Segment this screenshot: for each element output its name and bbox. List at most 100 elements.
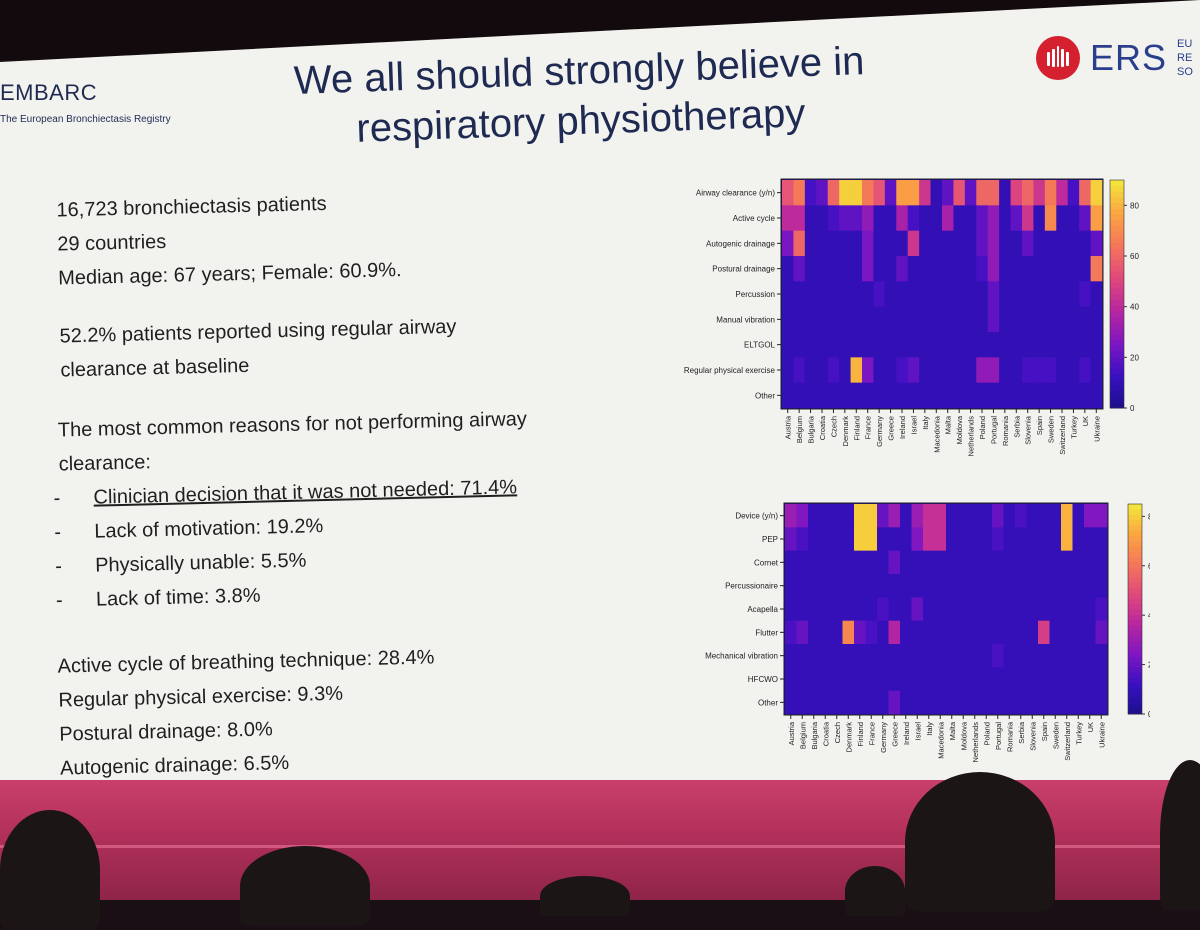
row-label: Percussion: [735, 290, 775, 299]
heatmap-cell: [831, 620, 843, 645]
heatmap-cell: [1026, 504, 1039, 528]
heatmap-cell: [1084, 667, 1096, 691]
heatmap-cell: [865, 667, 878, 691]
heatmap-cell: [839, 230, 851, 257]
colorbar-segment: [1110, 328, 1124, 335]
colorbar-segment: [1128, 672, 1142, 678]
heatmap-cell: [964, 306, 977, 333]
heatmap-cell: [942, 332, 954, 358]
heatmap-cell: [964, 382, 977, 409]
heatmap-cell: [1049, 667, 1062, 691]
heatmap-cell: [896, 256, 909, 282]
heatmap-cell: [850, 205, 863, 231]
column-label: Finland: [856, 722, 865, 747]
heatmap-cell: [804, 357, 817, 383]
heatmap-cell: [930, 306, 943, 333]
embarc-logo-name: EMBARC: [0, 80, 98, 105]
heatmap-cell: [782, 256, 794, 282]
column-label: Israel: [909, 416, 918, 435]
colorbar-tick-label: 40: [1148, 611, 1150, 620]
heatmap-cell: [1090, 256, 1103, 282]
heatmap-cell: [942, 205, 954, 231]
heatmap-cell: [1044, 332, 1057, 358]
heatmap-cell: [896, 357, 909, 383]
heatmap-cell: [1003, 690, 1016, 715]
heatmap-cell: [819, 527, 832, 551]
heatmap-cell: [831, 550, 843, 575]
heatmap-cell: [942, 306, 954, 333]
heatmap-cell: [796, 574, 809, 598]
heatmap-cell: [888, 690, 901, 715]
heatmap-cell: [999, 332, 1011, 358]
column-label: Denmark: [844, 722, 853, 753]
heatmap-cell: [969, 597, 981, 621]
heatmap-cell: [1022, 306, 1034, 333]
heatmap-cell: [808, 504, 820, 528]
heatmap-cell: [819, 667, 832, 691]
stage-light-strip: [0, 845, 1200, 848]
heatmap-cell: [785, 690, 797, 715]
colorbar-segment: [1110, 351, 1124, 358]
heatmap-cell: [865, 504, 878, 528]
heatmap-cell: [953, 306, 966, 333]
heatmap-cell: [953, 382, 966, 409]
column-label: Turkey: [1074, 722, 1083, 745]
heatmap-cell: [999, 180, 1011, 206]
heatmap-cell: [831, 527, 843, 551]
heatmap-cell: [850, 256, 863, 282]
heatmap-cell: [1044, 230, 1057, 257]
heatmap-cell: [1044, 357, 1057, 383]
heatmap-cell: [1049, 550, 1062, 575]
heatmap-cell: [1061, 667, 1073, 691]
heatmap-cell: [942, 256, 954, 282]
heatmap-cell: [942, 230, 954, 257]
heatmap-cell: [862, 306, 874, 333]
heatmap-cell: [804, 382, 817, 409]
heatmap-cell: [934, 620, 947, 645]
heatmap-cell: [1067, 306, 1080, 333]
heatmap-cell: [987, 357, 1000, 383]
heatmap-cell: [992, 504, 1004, 528]
heatmap-cell: [942, 357, 954, 383]
column-label: Netherlands: [971, 722, 980, 763]
colorbar-segment: [1110, 333, 1124, 341]
column-label: Germany: [875, 416, 884, 447]
colorbar-segment: [1128, 677, 1142, 683]
heatmap-cell: [919, 281, 931, 307]
heatmap-cell: [1049, 597, 1062, 621]
colorbar-segment: [1128, 556, 1142, 563]
heatmap-cell: [907, 357, 920, 383]
colorbar-segment: [1110, 180, 1124, 187]
heatmap-cell: [969, 644, 981, 668]
heatmap-cell: [923, 620, 935, 645]
audience-head: [0, 810, 100, 930]
heatmap-cell: [1095, 550, 1108, 575]
embarc-logo: EMBARC The European Bronchiectasis Regis…: [0, 80, 171, 125]
heatmap-cell: [896, 230, 909, 257]
heatmap-cell: [865, 550, 878, 575]
heatmap-cell: [804, 306, 817, 333]
heatmap-cell: [907, 205, 920, 231]
heatmap-cell: [964, 357, 977, 383]
heatmap-cell: [873, 382, 886, 409]
heatmap-cell: [957, 667, 970, 691]
colorbar-tick-label: 80: [1148, 512, 1150, 521]
heatmap-cell: [782, 281, 794, 307]
heatmap-cell: [980, 667, 993, 691]
heatmap-cell: [819, 597, 832, 621]
technique-autogenic-drainage: Autogenic drainage: 6.5%: [59, 751, 290, 780]
heatmap-cell: [946, 550, 958, 575]
colorbar-segment: [1110, 299, 1124, 306]
heatmap-cell: [999, 205, 1011, 231]
heatmap-cell: [900, 527, 912, 551]
heatmap-cell: [957, 527, 970, 551]
heatmap-cell: [1026, 550, 1039, 575]
stat-demographics: Median age: 67 years; Female: 60.9%.: [57, 259, 402, 290]
heatmap-cell: [1084, 597, 1096, 621]
colorbar-segment: [1110, 271, 1124, 278]
heatmap-cell: [980, 620, 993, 645]
heatmap-cell: [839, 256, 851, 282]
heatmap-cell: [946, 690, 958, 715]
heatmap-cell: [934, 644, 947, 668]
heatmap-cell: [976, 306, 989, 333]
